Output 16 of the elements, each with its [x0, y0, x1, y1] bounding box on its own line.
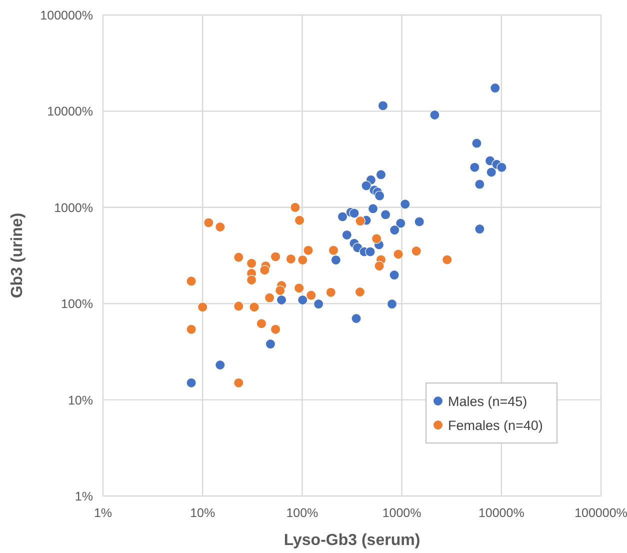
- y-axis-title: Gb3 (urine): [9, 212, 26, 298]
- x-tick-label: 10000%: [478, 506, 524, 520]
- x-axis-title: Lyso-Gb3 (serum): [284, 532, 420, 549]
- x-tick-label: 1%: [94, 506, 112, 520]
- x-tick-label: 1000%: [382, 506, 422, 520]
- y-tick-label: 100000%: [40, 8, 93, 22]
- legend-label: Males (n=45): [448, 394, 528, 409]
- y-tick-label: 10%: [68, 393, 93, 408]
- x-tick-label: 100%: [286, 506, 318, 520]
- x-tick-label: 10%: [190, 506, 216, 520]
- y-tick-label: 1%: [74, 490, 93, 504]
- legend-label: Females (n=40): [448, 418, 543, 433]
- x-tick-label: 100000%: [574, 506, 627, 520]
- y-tick-label: 100%: [61, 297, 93, 312]
- y-tick-label: 1000%: [54, 200, 93, 215]
- y-tick-label: 10000%: [47, 104, 93, 119]
